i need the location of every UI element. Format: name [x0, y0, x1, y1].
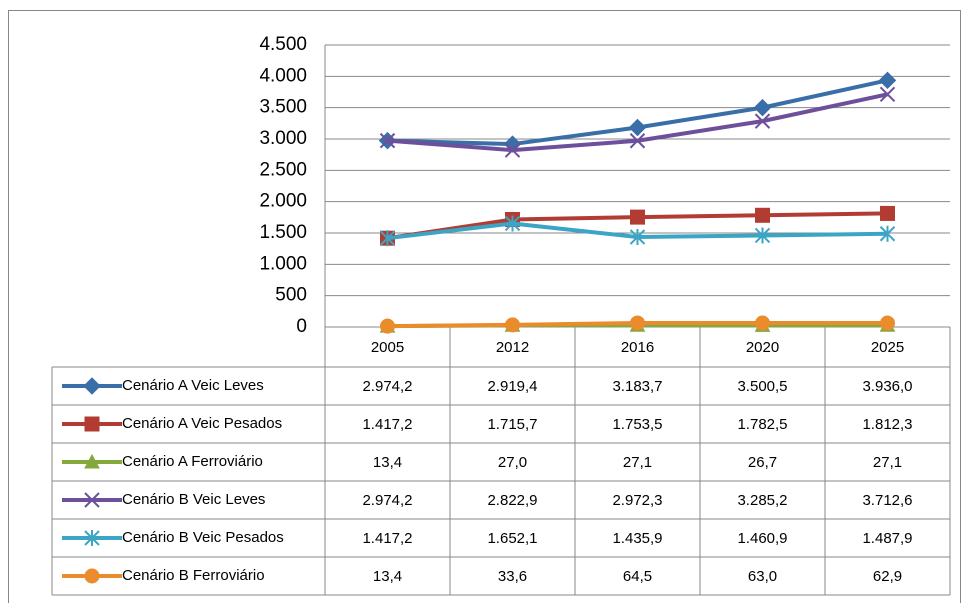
table-cell: 1.812,3 [862, 416, 912, 433]
legend-marker [84, 453, 100, 469]
table-cell: 1.652,1 [487, 530, 537, 547]
legend-label: Cenário A Veic Leves [122, 377, 264, 394]
table-cell: 2.972,3 [612, 492, 662, 509]
marker [754, 227, 771, 244]
table-cell: 63,0 [748, 568, 777, 585]
marker [753, 98, 772, 117]
marker [878, 71, 897, 90]
y-tick-label: 1.000 [259, 253, 307, 274]
marker [505, 317, 520, 333]
marker [504, 142, 521, 158]
marker [629, 133, 646, 149]
y-tick-label: 4.000 [259, 65, 307, 86]
marker [755, 207, 770, 223]
table-cell: 3.712,6 [862, 492, 912, 509]
marker [630, 315, 645, 331]
x-tick-label: 2012 [496, 339, 529, 356]
table-cell: 3.500,5 [737, 378, 787, 395]
table-cell: 2.974,2 [362, 378, 412, 395]
legend-marker [84, 492, 100, 508]
legend-label: Cenário A Veic Pesados [122, 415, 282, 432]
table-cell: 13,4 [373, 568, 402, 585]
y-tick-label: 2.000 [259, 191, 307, 212]
table-cell: 27,0 [498, 454, 527, 471]
table-cell: 2.974,2 [362, 492, 412, 509]
y-tick-label: 3.000 [259, 128, 307, 149]
marker [754, 113, 771, 129]
legend-marker [84, 416, 100, 432]
table-cell: 13,4 [373, 454, 402, 471]
table-cell: 3.936,0 [862, 378, 912, 395]
y-tick-label: 0 [296, 316, 307, 337]
table-cell: 3.183,7 [612, 378, 662, 395]
legend-marker [84, 568, 100, 584]
table-cell: 26,7 [748, 454, 777, 471]
marker [879, 225, 896, 242]
marker [630, 209, 645, 225]
table-cell: 3.285,2 [737, 492, 787, 509]
marker [379, 132, 396, 149]
legend-label: Cenário B Veic Leves [122, 491, 265, 508]
marker [504, 215, 521, 232]
legend-label: Cenário B Ferroviário [122, 567, 265, 584]
table-cell: 27,1 [873, 454, 902, 471]
table-cell: 1.460,9 [737, 530, 787, 547]
table-cell: 1.487,9 [862, 530, 912, 547]
table-cell: 27,1 [623, 454, 652, 471]
marker [379, 230, 396, 247]
x-tick-label: 2005 [371, 339, 404, 356]
table-cell: 62,9 [873, 568, 902, 585]
table-cell: 1.715,7 [487, 416, 537, 433]
marker [880, 205, 895, 221]
y-tick-label: 1.500 [259, 222, 307, 243]
marker [880, 315, 895, 331]
legend-marker [83, 377, 101, 395]
x-tick-label: 2016 [621, 339, 654, 356]
x-tick-label: 2025 [871, 339, 904, 356]
legend-label: Cenário A Ferroviário [122, 453, 263, 470]
legend-marker [84, 530, 100, 546]
y-tick-label: 3.500 [259, 97, 307, 118]
table-cell: 1.782,5 [737, 416, 787, 433]
table-cell: 33,6 [498, 568, 527, 585]
table-cell: 64,5 [623, 568, 652, 585]
marker [629, 229, 646, 246]
table-cell: 2.919,4 [487, 378, 537, 395]
marker [628, 118, 647, 137]
table-cell: 1.435,9 [612, 530, 662, 547]
chart-frame [8, 10, 961, 603]
marker [380, 318, 395, 334]
y-tick-label: 2.500 [259, 159, 307, 180]
table-cell: 1.753,5 [612, 416, 662, 433]
y-tick-label: 4.500 [259, 34, 307, 55]
x-tick-label: 2020 [746, 339, 779, 356]
legend-label: Cenário B Veic Pesados [122, 529, 284, 546]
table-cell: 1.417,2 [362, 416, 412, 433]
y-tick-label: 500 [275, 285, 307, 306]
table-cell: 1.417,2 [362, 530, 412, 547]
table-cell: 2.822,9 [487, 492, 537, 509]
marker [755, 315, 770, 331]
marker [879, 86, 896, 103]
